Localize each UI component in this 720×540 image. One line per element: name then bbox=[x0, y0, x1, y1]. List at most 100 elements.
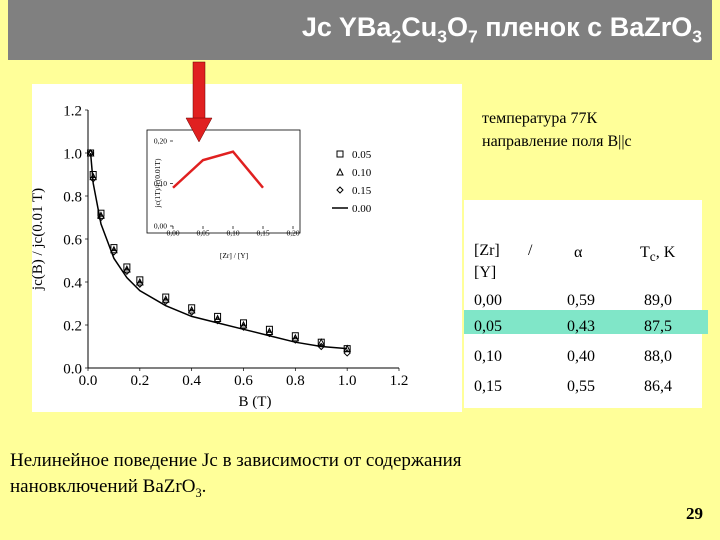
marker bbox=[123, 267, 131, 275]
caption: Нелинейное поведение Jc в зависимости от… bbox=[10, 448, 462, 506]
x-tick-label: 0.6 bbox=[234, 373, 253, 389]
marker bbox=[110, 248, 118, 256]
table-cell: 0,05 bbox=[474, 318, 502, 335]
row-highlight bbox=[464, 310, 708, 334]
title-text: O bbox=[446, 12, 468, 42]
marker bbox=[265, 329, 274, 338]
table-cell: 0,10 bbox=[474, 348, 502, 365]
marker bbox=[123, 263, 131, 271]
x-tick-label: 0,20 bbox=[286, 229, 299, 238]
x-tick-label: 1.0 bbox=[338, 373, 357, 389]
x-tick-label: 0.2 bbox=[130, 373, 149, 389]
legend-label: 0.05 bbox=[352, 149, 372, 161]
legend-label: 0.15 bbox=[352, 185, 372, 197]
marker bbox=[291, 332, 299, 340]
title-text: Cu bbox=[401, 12, 438, 42]
series-line bbox=[172, 150, 264, 189]
marker bbox=[110, 244, 118, 252]
y-tick-label: 1.2 bbox=[63, 103, 82, 119]
page-number: 29 bbox=[686, 504, 703, 523]
arrow-shaft bbox=[192, 61, 206, 121]
table-header: Tc, K bbox=[640, 244, 675, 265]
table-cell: 89,0 bbox=[644, 292, 672, 309]
y-tick-label: 1.0 bbox=[63, 146, 82, 162]
marker bbox=[214, 312, 222, 320]
table-cell: 0,00 bbox=[474, 292, 502, 309]
legend-label: 0.10 bbox=[352, 167, 372, 179]
title-sub: 2 bbox=[391, 26, 402, 47]
caption-text: . bbox=[201, 476, 207, 497]
table-cell: 0,43 bbox=[567, 318, 595, 335]
table-header: / bbox=[528, 242, 533, 259]
table-header: α bbox=[574, 244, 583, 261]
marker bbox=[136, 280, 144, 288]
marker bbox=[317, 338, 326, 346]
table: [Zr] / [Y] α Tc, K bbox=[464, 200, 702, 408]
y-tick-label: 0,20 bbox=[154, 137, 167, 146]
table-cell: 87,5 bbox=[644, 318, 672, 335]
table-cell: 0,15 bbox=[474, 378, 502, 395]
table-cell: 86,4 bbox=[644, 378, 672, 395]
x-tick-label: 0,00 bbox=[166, 229, 179, 238]
condition: температура 77К bbox=[482, 110, 598, 127]
header-text: , K bbox=[655, 244, 676, 261]
x-tick-label: 0,05 bbox=[196, 229, 209, 238]
legend-marker bbox=[336, 167, 344, 176]
marker bbox=[188, 304, 196, 312]
marker bbox=[136, 276, 144, 284]
marker bbox=[162, 297, 170, 306]
title-text: Jc YBa bbox=[301, 12, 392, 42]
y-tick-label: 0,10 bbox=[154, 179, 167, 188]
condition: направление поля B||c bbox=[482, 133, 632, 150]
y-tick-label: 0,00 bbox=[154, 222, 167, 231]
y-tick-label: 0.4 bbox=[63, 275, 82, 291]
marker bbox=[343, 349, 351, 357]
y-tick-label: 0.0 bbox=[63, 361, 82, 377]
table-cell: 0,55 bbox=[567, 378, 595, 395]
x-tick-label: 0,15 bbox=[256, 229, 269, 238]
table-cell: 0,40 bbox=[567, 348, 595, 365]
x-tick-label: 0.8 bbox=[286, 373, 305, 389]
x-axis-label: [Zr] / [Y] bbox=[220, 251, 248, 260]
x-tick-label: 1.2 bbox=[390, 373, 409, 389]
header-text: T bbox=[640, 244, 650, 261]
x-tick-label: 0,10 bbox=[226, 229, 239, 238]
title-sub: 3 bbox=[692, 26, 702, 47]
y-tick-label: 0.8 bbox=[63, 189, 82, 205]
marker bbox=[162, 293, 170, 301]
title-text: пленок с BaZrO bbox=[477, 12, 693, 42]
caption-text: нановключений BaZrO bbox=[10, 476, 196, 497]
legend-marker bbox=[336, 186, 344, 194]
marker bbox=[239, 323, 248, 331]
marker bbox=[213, 316, 222, 325]
table-header: [Y] bbox=[474, 264, 497, 281]
y-tick-label: 0.2 bbox=[63, 318, 82, 334]
marker bbox=[240, 319, 247, 327]
legend-label: 0.00 bbox=[352, 203, 372, 215]
header-sub: c bbox=[649, 249, 656, 265]
slide-title: Jc YBa2Cu3O7 пленок с BaZrO3 bbox=[8, 0, 712, 60]
marker bbox=[265, 325, 273, 333]
table-cell: 0,59 bbox=[567, 292, 595, 309]
x-tick-label: 0.4 bbox=[182, 373, 201, 389]
title-sub: 3 bbox=[437, 26, 447, 47]
caption-text: Нелинейное поведение Jc в зависимости от… bbox=[10, 450, 462, 471]
inset-frame bbox=[146, 129, 301, 234]
marker bbox=[187, 308, 196, 316]
x-axis-label: B (T) bbox=[239, 394, 272, 410]
y-axis-label: jc(1T)/jc(0.01T) bbox=[153, 158, 162, 208]
title-sub: 7 bbox=[467, 26, 478, 47]
series-line bbox=[89, 152, 348, 350]
caption-sub: 3 bbox=[195, 485, 202, 500]
marker bbox=[97, 209, 105, 217]
x-tick-label: 0.0 bbox=[79, 373, 98, 389]
marker bbox=[291, 336, 300, 344]
table-cell: 88,0 bbox=[644, 348, 672, 365]
arrow-head bbox=[185, 117, 213, 143]
legend-marker bbox=[336, 150, 344, 158]
y-tick-label: 0.6 bbox=[63, 232, 82, 248]
table-header: [Zr] bbox=[474, 242, 500, 259]
y-axis-label: jc(B) / jc(0.01 T) bbox=[30, 188, 46, 291]
